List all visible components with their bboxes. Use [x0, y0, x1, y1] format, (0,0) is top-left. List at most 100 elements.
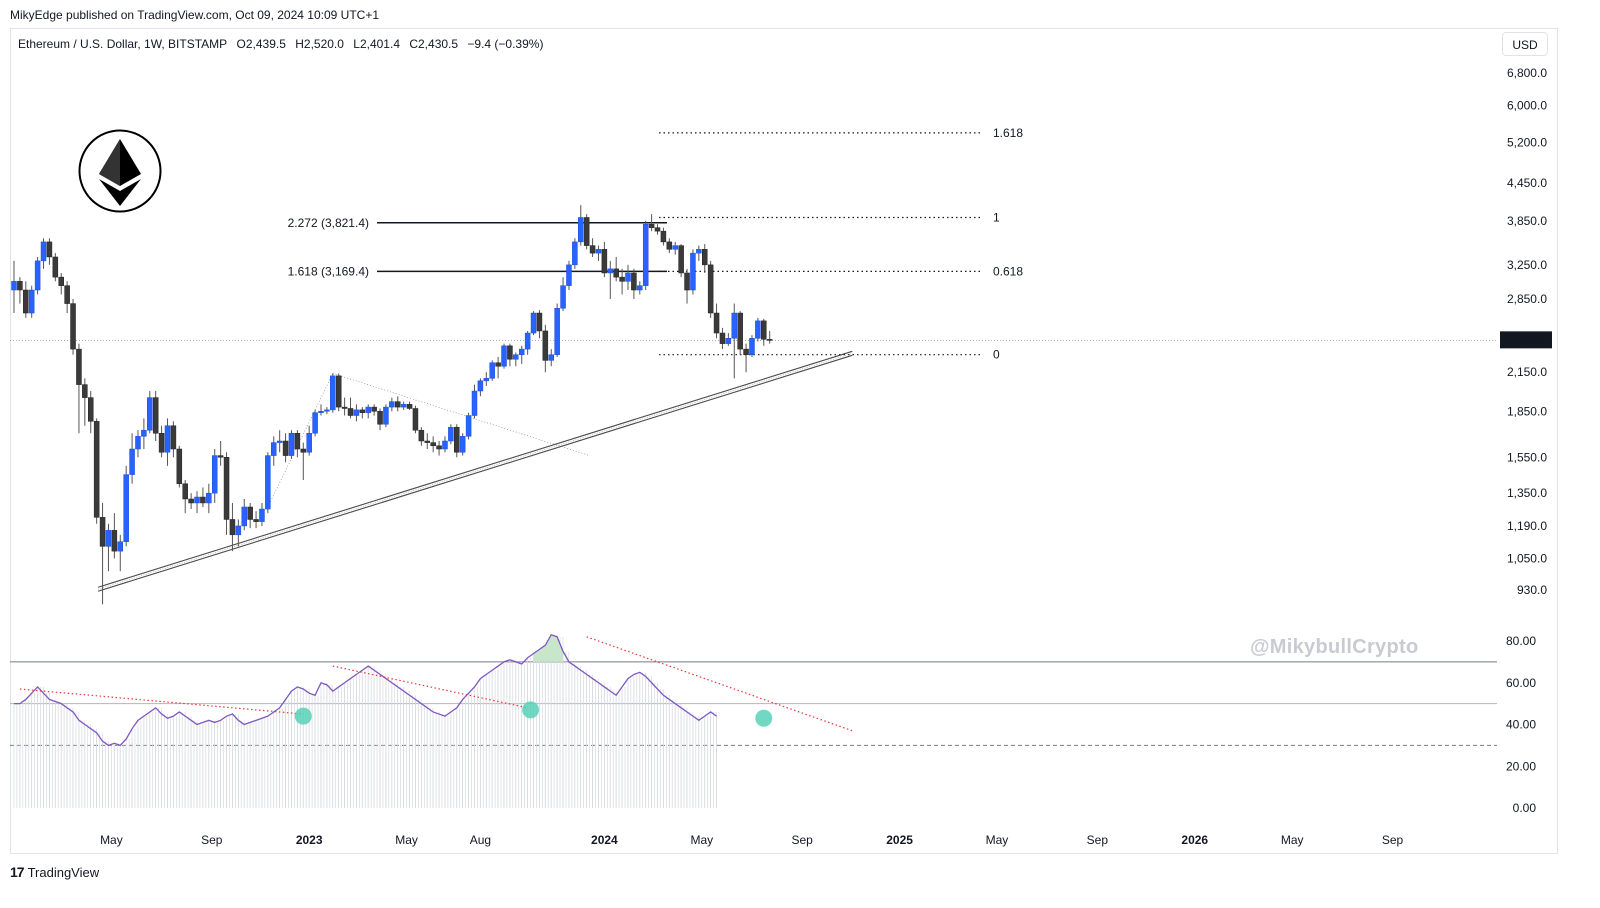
candle-body[interactable] — [554, 308, 560, 355]
candle-body[interactable] — [436, 445, 442, 450]
rsi-breakout-marker[interactable] — [755, 709, 773, 727]
candle-body[interactable] — [40, 241, 47, 262]
candle-body[interactable] — [518, 348, 525, 355]
candle-body[interactable] — [300, 448, 307, 453]
candle-body[interactable] — [170, 425, 177, 450]
candle-body[interactable] — [217, 455, 224, 458]
candle-body[interactable] — [465, 415, 472, 437]
trendline-upper[interactable] — [97, 350, 853, 588]
candle-body[interactable] — [11, 281, 17, 291]
candle-body[interactable] — [507, 345, 513, 360]
candle-body[interactable] — [613, 268, 619, 278]
candle-body[interactable] — [23, 289, 29, 314]
candle-body[interactable] — [82, 384, 88, 398]
candle-body[interactable] — [99, 517, 106, 547]
candle-body[interactable] — [648, 223, 655, 228]
candle-body[interactable] — [477, 380, 484, 392]
candle-body[interactable] — [223, 457, 230, 520]
candle-body[interactable] — [341, 406, 348, 409]
candle-body[interactable] — [347, 408, 354, 416]
candle-body[interactable] — [678, 245, 684, 274]
candle-body[interactable] — [271, 442, 277, 456]
candle-body[interactable] — [188, 498, 194, 504]
candle-body[interactable] — [448, 426, 454, 442]
candle-body[interactable] — [324, 409, 330, 412]
candle-body[interactable] — [601, 249, 608, 274]
candle-body[interactable] — [660, 230, 667, 243]
candle-body[interactable] — [483, 378, 490, 382]
candle-body[interactable] — [595, 249, 602, 254]
candle-body[interactable] — [666, 241, 673, 250]
candle-body[interactable] — [58, 276, 64, 286]
candle-body[interactable] — [631, 272, 637, 291]
candle-body[interactable] — [111, 530, 118, 552]
candle-body[interactable] — [87, 397, 94, 422]
candle-body[interactable] — [235, 525, 242, 536]
candle-body[interactable] — [625, 272, 631, 282]
candle-body[interactable] — [282, 440, 289, 456]
rsi-breakout-marker[interactable] — [294, 707, 312, 725]
candle-body[interactable] — [200, 496, 206, 504]
candle-body[interactable] — [418, 429, 425, 442]
candle-body[interactable] — [501, 345, 507, 367]
candle-body[interactable] — [211, 455, 218, 494]
candle-body[interactable] — [176, 448, 183, 484]
candle-body[interactable] — [672, 245, 678, 250]
candle-body[interactable] — [135, 436, 141, 450]
candle-body[interactable] — [17, 281, 23, 291]
candle-body[interactable] — [394, 401, 401, 408]
candle-body[interactable] — [276, 440, 283, 443]
candle-body[interactable] — [265, 455, 271, 510]
candle-body[interactable] — [259, 508, 265, 522]
candle-body[interactable] — [93, 421, 100, 518]
candle-body[interactable] — [548, 354, 554, 361]
candle-body[interactable] — [117, 541, 124, 552]
candle-body[interactable] — [28, 289, 35, 314]
candle-body[interactable] — [365, 406, 371, 413]
candle-body[interactable] — [701, 249, 708, 266]
candle-body[interactable] — [459, 436, 466, 453]
candle-body[interactable] — [430, 442, 436, 447]
candle-body[interactable] — [412, 408, 419, 431]
candle-body[interactable] — [731, 312, 738, 339]
candle-body[interactable] — [719, 332, 726, 344]
candle-body[interactable] — [229, 519, 236, 536]
candle-body[interactable] — [105, 530, 112, 547]
candle-body[interactable] — [123, 474, 129, 542]
currency-button[interactable]: USD — [1502, 32, 1548, 56]
candle-body[interactable] — [406, 404, 413, 409]
candle-body[interactable] — [743, 348, 749, 355]
candle-body[interactable] — [495, 362, 501, 367]
candle-body[interactable] — [206, 492, 212, 504]
candle-body[interactable] — [400, 404, 407, 408]
candle-body[interactable] — [696, 249, 702, 254]
candle-body[interactable] — [141, 429, 147, 437]
candle-body[interactable] — [241, 506, 247, 527]
candle-body[interactable] — [312, 412, 318, 434]
candle-body[interactable] — [389, 401, 395, 408]
candle-body[interactable] — [330, 375, 336, 411]
candle-body[interactable] — [725, 338, 732, 344]
symbol-name[interactable]: Ethereum / U.S. Dollar, 1W, BITSTAMP — [18, 37, 228, 51]
candle-body[interactable] — [513, 354, 519, 360]
candle-body[interactable] — [471, 390, 478, 416]
candle-body[interactable] — [737, 312, 743, 350]
candle-body[interactable] — [164, 425, 171, 453]
rsi-trendline[interactable] — [19, 688, 304, 715]
candle-body[interactable] — [619, 276, 625, 282]
candle-body[interactable] — [707, 264, 714, 314]
candle-body[interactable] — [637, 285, 643, 291]
candle-body[interactable] — [442, 440, 448, 450]
candle-body[interactable] — [34, 260, 41, 291]
candle-body[interactable] — [383, 406, 389, 425]
candle-body[interactable] — [147, 397, 153, 431]
candle-body[interactable] — [52, 256, 59, 278]
candle-body[interactable] — [766, 339, 773, 341]
candle-body[interactable] — [755, 320, 761, 339]
candle-body[interactable] — [749, 338, 755, 355]
candle-body[interactable] — [589, 245, 596, 254]
candle-body[interactable] — [129, 448, 135, 475]
candle-body[interactable] — [530, 312, 537, 334]
candle-body[interactable] — [158, 432, 165, 453]
